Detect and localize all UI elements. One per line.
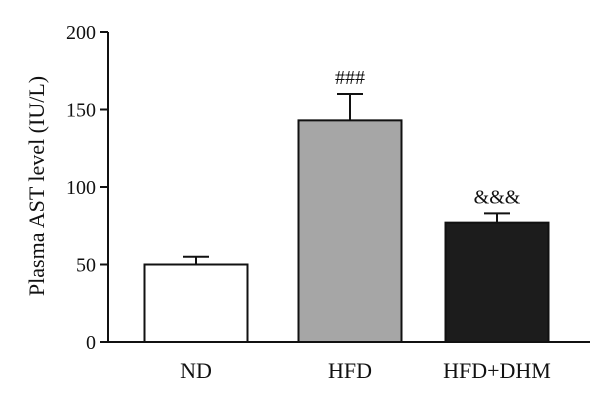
y-tick-label: 0 <box>86 332 96 354</box>
bar-nd <box>143 263 249 343</box>
bar-hfd <box>297 119 403 343</box>
x-category-label: ND <box>180 358 212 383</box>
y-axis-label: Plasma AST level (IU/L) <box>24 76 49 296</box>
y-tick-label: 200 <box>66 22 96 44</box>
labels: 0 50 100 150 200 ND ### HFD &&& HFD+DHM <box>66 22 551 383</box>
bar-hfd-dhm <box>444 221 550 343</box>
y-tick-label: 100 <box>66 177 96 199</box>
significance-annotation: &&& <box>474 186 521 208</box>
y-tick-label: 50 <box>76 255 96 277</box>
y-tick-label: 150 <box>66 100 96 122</box>
significance-annotation: ### <box>335 67 365 89</box>
x-category-label: HFD+DHM <box>443 358 551 383</box>
x-category-label: HFD <box>328 358 372 383</box>
bars <box>143 93 550 343</box>
